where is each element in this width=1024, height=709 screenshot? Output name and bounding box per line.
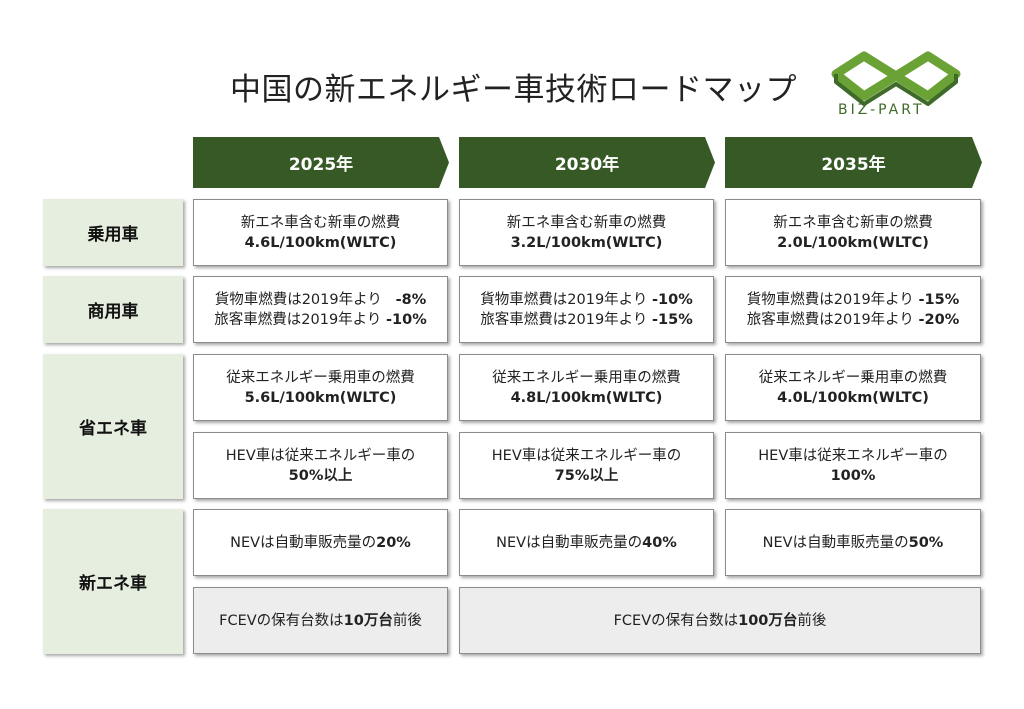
cell-value: 50%以上 (288, 467, 353, 484)
cell-value: 5.6L/100km(WLTC) (244, 389, 397, 406)
cell-value: 40% (642, 534, 677, 551)
row-label-nev: 新エネ車 (43, 509, 183, 654)
cell-value: -10% (652, 291, 693, 308)
cell-text: 新エネ車含む新車の燃費 (506, 214, 667, 231)
row-label-passenger: 乗用車 (43, 199, 183, 266)
cell-line-passenger: 旅客車燃費は2019年より -20% (747, 310, 959, 330)
cell-text: 新エネ車含む新車の燃費 (240, 214, 401, 231)
cell-value: 4.6L/100km(WLTC) (244, 234, 397, 251)
cell-value: 50% (908, 534, 944, 551)
page-title: 中国の新エネルギー車技術ロードマップ (230, 72, 797, 108)
cell-nev-share-2030: NEVは自動車販売量の40% (459, 509, 714, 576)
cell-text: FCEVの保有台数は (613, 612, 739, 629)
cell-value: -8% (395, 291, 427, 308)
cell-text: 新エネ車含む新車の燃費 (773, 214, 933, 231)
cell-value: 4.0L/100km(WLTC) (777, 389, 929, 406)
cell-text: 従来エネルギー乗用車の燃費 (492, 369, 681, 386)
biz-part-logo (831, 51, 961, 106)
cell-line-freight: 貨物車燃費は2019年より -8% (215, 290, 427, 310)
cell-commercial-2035: 貨物車燃費は2019年より -15% 旅客車燃費は2019年より -20% (725, 276, 981, 343)
cell-energy-fuel-2035: 従来エネルギー乗用車の燃費 4.0L/100km(WLTC) (725, 354, 981, 421)
cell-energy-fuel-2030: 従来エネルギー乗用車の燃費 4.8L/100km(WLTC) (459, 354, 714, 421)
cell-commercial-2030: 貨物車燃費は2019年より -10% 旅客車燃費は2019年より -15% (459, 276, 714, 343)
cell-passenger-2025: 新エネ車含む新車の燃費 4.6L/100km(WLTC) (193, 199, 448, 266)
cell-text-suffix: 前後 (797, 612, 827, 629)
cell-value: 10万台 (343, 612, 393, 629)
cell-line-freight: 貨物車燃費は2019年より -15% (747, 290, 959, 310)
cell-value: 3.2L/100km(WLTC) (510, 234, 663, 251)
cell-text: 旅客車燃費は2019年より (480, 311, 648, 328)
cell-value: -20% (918, 311, 960, 328)
cell-commercial-2025: 貨物車燃費は2019年より -8% 旅客車燃費は2019年より -10% (193, 276, 448, 343)
year-header-2035: 2035年 (725, 137, 982, 188)
cell-text: NEVは自動車販売量の (496, 534, 643, 551)
cell-text: 旅客車燃費は2019年より (214, 311, 382, 328)
logo-text: BIZ-PART (838, 102, 925, 118)
row-label-commercial: 商用車 (43, 276, 183, 343)
cell-line-passenger: 旅客車燃費は2019年より -10% (214, 310, 426, 330)
cell-value: 4.8L/100km(WLTC) (510, 389, 663, 406)
year-header-2030: 2030年 (459, 137, 715, 188)
row-label-energy-saving: 省エネ車 (43, 354, 183, 499)
cell-passenger-2030: 新エネ車含む新車の燃費 3.2L/100km(WLTC) (459, 199, 714, 266)
cell-nev-share-2025: NEVは自動車販売量の20% (193, 509, 448, 576)
cell-text: 旅客車燃費は2019年より (746, 311, 914, 328)
cell-text: HEV車は従来エネルギー車の (225, 447, 416, 464)
cell-text: 貨物車燃費は2019年より (480, 291, 648, 308)
cell-nev-share-2035: NEVは自動車販売量の50% (725, 509, 981, 576)
cell-energy-hev-2025: HEV車は従来エネルギー車の 50%以上 (193, 432, 448, 499)
year-header-2025: 2025年 (193, 137, 449, 188)
cell-fcev-2030-2035: FCEVの保有台数は100万台前後 (459, 587, 981, 654)
cell-energy-fuel-2025: 従来エネルギー乗用車の燃費 5.6L/100km(WLTC) (193, 354, 448, 421)
cell-text: NEVは自動車販売量の (762, 534, 909, 551)
cell-fcev-2025: FCEVの保有台数は10万台前後 (193, 587, 448, 654)
cell-energy-hev-2035: HEV車は従来エネルギー車の 100% (725, 432, 981, 499)
cell-line-freight: 貨物車燃費は2019年より -10% (480, 290, 692, 310)
cell-text: HEV車は従来エネルギー車の (758, 447, 948, 464)
cell-text: NEVは自動車販売量の (230, 534, 377, 551)
cell-line-passenger: 旅客車燃費は2019年より -15% (480, 310, 692, 330)
cell-text: FCEVの保有台数は (219, 612, 344, 629)
cell-value: 75%以上 (554, 467, 619, 484)
cell-passenger-2035: 新エネ車含む新車の燃費 2.0L/100km(WLTC) (725, 199, 981, 266)
cell-value: -15% (918, 291, 960, 308)
cell-text: 従来エネルギー乗用車の燃費 (758, 369, 948, 386)
cell-text: 従来エネルギー乗用車の燃費 (226, 369, 415, 386)
cell-value: 100% (830, 467, 876, 484)
cell-value: 2.0L/100km(WLTC) (777, 234, 929, 251)
cell-value: -15% (652, 311, 693, 328)
cell-value: 100万台 (738, 612, 798, 629)
cell-value: 20% (376, 534, 411, 551)
cell-energy-hev-2030: HEV車は従来エネルギー車の 75%以上 (459, 432, 714, 499)
cell-text-suffix: 前後 (392, 612, 422, 629)
cell-text: 貨物車燃費は2019年より (746, 291, 914, 308)
cell-text: 貨物車燃費は2019年より (214, 291, 382, 308)
cell-text: HEV車は従来エネルギー車の (491, 447, 682, 464)
cell-value: -10% (386, 311, 427, 328)
